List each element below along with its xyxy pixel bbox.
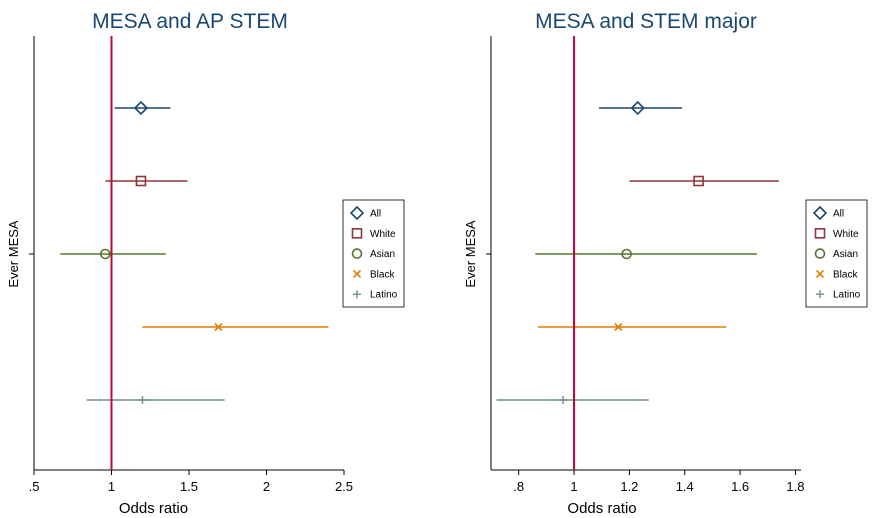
point-estimate-asian [621,248,632,260]
legend: All White Asian Black Latino [805,199,868,308]
x-icon [815,269,825,278]
x-tick-label: .8 [513,479,524,494]
point-estimate-asian [100,248,111,260]
legend-item-asian: Asian [351,248,395,260]
panel-ap-stem: MESA and AP STEM Ever MESA .5 1 1.5 2 2.5 Odds … [6,10,405,517]
point-estimate-all [630,100,645,116]
y-axis-label: Ever MESA [6,220,21,288]
x-tick-label: 1.5 [180,479,198,494]
point-estimate-black [214,322,223,332]
legend-item-white: White [814,228,859,240]
legend-label: Latino [370,290,398,301]
point-estimate-white [693,175,704,187]
x-tick-label: 2 [263,479,270,494]
x-axis-label: Odds ratio [567,500,636,517]
x-tick-label: 1.2 [620,479,638,494]
legend-label: Latino [833,290,861,301]
x-icon [352,269,362,278]
legend-item-all: All [349,205,381,221]
legend-item-black: Black [815,269,858,280]
x-tick-label: 2.5 [335,479,353,494]
panel-stem-major: MESA and STEM major Ever MESA .8 1 1.2 1.4 1.6… [463,10,868,517]
circle-icon [814,248,826,259]
legend-item-asian: Asian [814,248,858,260]
square-icon [351,228,363,239]
point-estimate-all [133,100,149,116]
point-estimate-latino [558,396,567,404]
diamond-icon [812,205,828,221]
x-axis-label: Odds ratio [119,500,188,517]
diamond-icon [349,205,365,221]
circle-icon [351,248,363,259]
legend-item-white: White [351,228,396,240]
x-tick-label: 1 [108,479,115,494]
legend-label: All [833,209,844,220]
legend-label: White [833,229,859,240]
legend-label: Black [833,269,858,280]
legend: All White Asian Black Latino [342,199,405,308]
legend-item-black: Black [352,269,395,280]
square-icon [814,228,826,239]
point-estimate-black [614,322,623,332]
x-tick-label: 1 [570,479,577,494]
legend-label: All [370,209,381,220]
legend-label: Asian [833,249,858,260]
legend-label: Black [370,269,395,280]
legend-item-latino: Latino [816,290,861,301]
x-tick-label: 1.4 [676,479,694,494]
legend-item-latino: Latino [353,290,398,301]
legend-label: Asian [370,249,395,260]
plus-icon [816,290,824,299]
legend-item-all: All [812,205,844,221]
chart-title: MESA and AP STEM [92,10,288,33]
x-tick-label: .5 [29,479,40,494]
x-tick-label: 1.6 [731,479,749,494]
point-estimate-white [135,175,147,187]
chart-title: MESA and STEM major [535,10,757,33]
point-estimate-latino [138,396,147,404]
x-tick-label: 1.8 [786,479,804,494]
y-axis-label: Ever MESA [463,220,478,288]
legend-label: White [370,229,396,240]
plus-icon [353,290,361,299]
